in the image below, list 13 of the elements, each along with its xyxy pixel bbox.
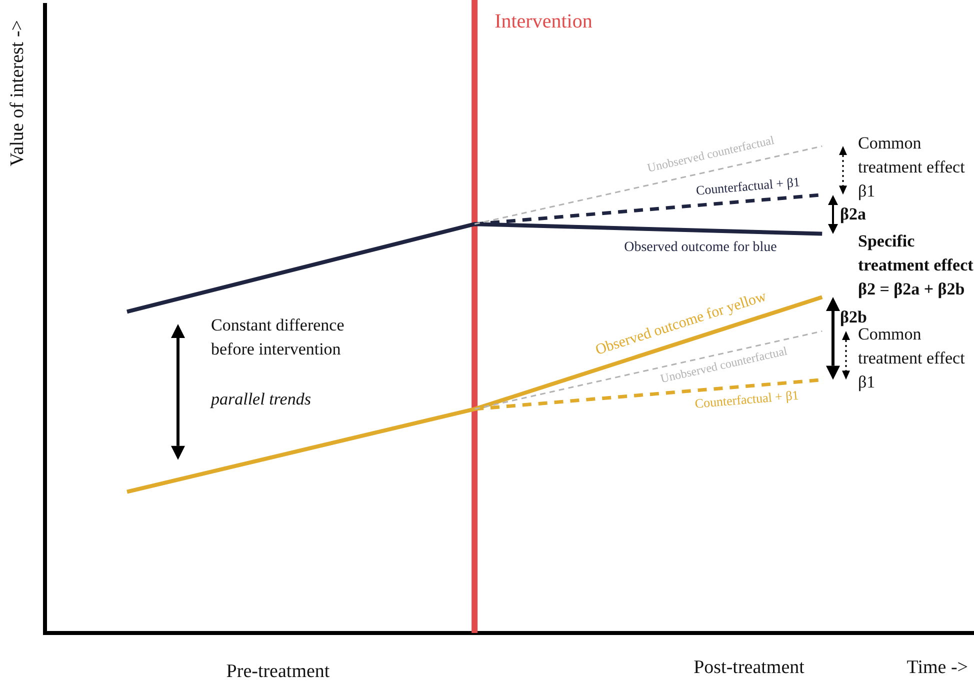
series-label: Observed outcome for blue: [624, 240, 777, 256]
annotation: β2a: [840, 204, 866, 224]
annotation: β2b: [840, 307, 867, 326]
text: Intervention: [494, 10, 592, 32]
text: Pre-treatment: [226, 660, 330, 682]
x-axis-title: Time ->: [906, 656, 968, 678]
annotation: Common treatment effect β1: [858, 324, 966, 392]
y-axis-title: Value of interest ->: [6, 20, 28, 166]
annotation: parallel trends: [210, 389, 312, 408]
series-label: Counterfactual + β1: [694, 387, 800, 411]
series-label: Counterfactual + β1: [695, 174, 800, 198]
text: Post-treatment: [694, 656, 806, 678]
annotation: Constant difference before intervention: [211, 315, 344, 358]
